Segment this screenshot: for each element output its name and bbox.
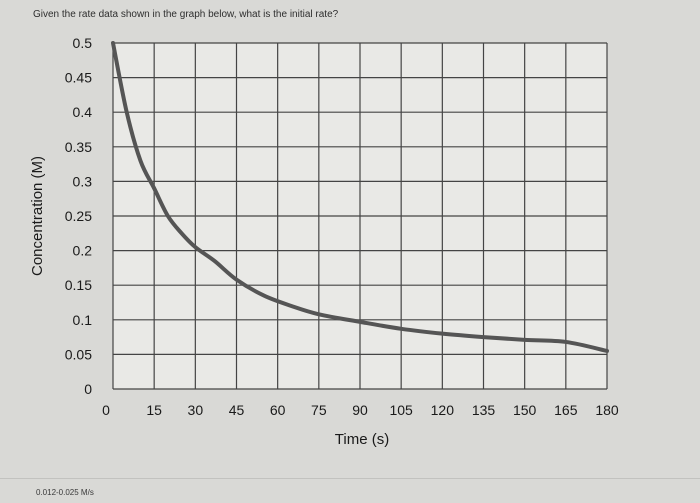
x-tick-labels: 0 15 30 45 60 75 90 105 120 135 150 165 180 (102, 402, 619, 418)
answer-option[interactable]: 0.012-0.025 M/s (36, 488, 94, 497)
divider (0, 478, 700, 479)
x-tick-label: 45 (229, 402, 245, 418)
x-tick-label: 150 (513, 402, 537, 418)
x-tick-label: 180 (595, 402, 619, 418)
x-tick-label: 90 (352, 402, 368, 418)
x-tick-label: 75 (311, 402, 327, 418)
grid (112, 42, 608, 390)
y-tick-label: 0.05 (65, 346, 92, 362)
x-tick-label: 30 (188, 402, 204, 418)
x-axis-title: Time (s) (335, 431, 389, 448)
y-tick-label: 0.25 (65, 208, 92, 224)
y-axis-title: Concentration (M) (29, 156, 46, 276)
y-tick-label: 0.4 (73, 104, 93, 120)
y-tick-label: 0 (84, 381, 92, 397)
x-tick-label: 105 (389, 402, 413, 418)
y-tick-label: 0.15 (65, 277, 92, 293)
x-tick-label: 135 (472, 402, 496, 418)
x-tick-label: 0 (102, 402, 110, 418)
series-line (111, 41, 609, 353)
x-tick-label: 165 (554, 402, 578, 418)
question-text: Given the rate data shown in the graph b… (33, 9, 339, 20)
x-tick-label: 15 (146, 402, 162, 418)
y-tick-label: 0.35 (65, 139, 92, 155)
x-tick-label: 60 (270, 402, 286, 418)
x-tick-label: 120 (431, 402, 455, 418)
y-tick-label: 0.1 (73, 312, 93, 328)
y-tick-label: 0.5 (73, 35, 93, 51)
y-tick-labels: 0 0.05 0.1 0.15 0.2 0.25 0.3 0.35 0.4 0.45 0.5 (65, 35, 92, 397)
y-tick-label: 0.2 (73, 243, 93, 259)
y-tick-label: 0.45 (65, 70, 92, 86)
y-tick-label: 0.3 (73, 173, 93, 189)
